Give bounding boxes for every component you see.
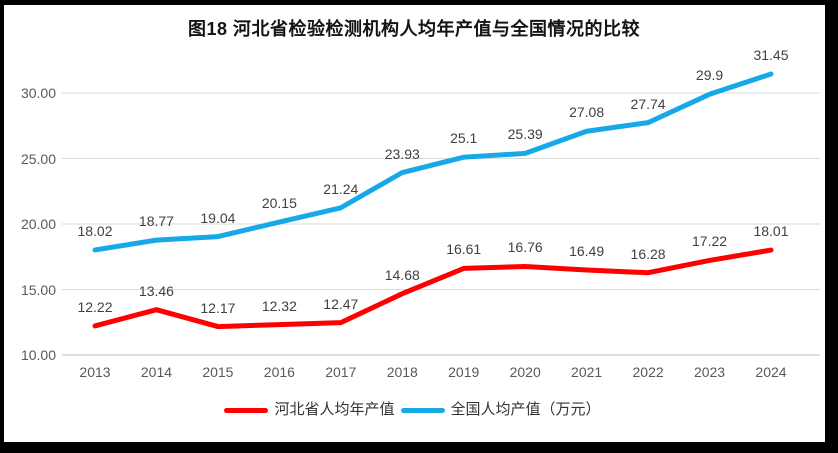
x-axis-tick-label: 2014 (140, 364, 173, 380)
x-axis-tick-label: 2022 (632, 364, 664, 380)
legend-swatch-blue-line-icon (400, 407, 445, 413)
data-label: 18.01 (753, 223, 789, 240)
data-label: 31.45 (753, 47, 789, 63)
x-axis-tick-label: 2020 (509, 364, 541, 380)
data-label: 13.46 (138, 282, 174, 299)
data-label: 27.08 (569, 104, 605, 121)
data-label: 17.22 (692, 233, 728, 250)
x-axis-tick-label: 2021 (571, 364, 603, 380)
x-axis-tick-label: 2024 (755, 364, 787, 380)
data-label: 25.1 (450, 130, 478, 147)
y-axis-tick-label: 15.00 (20, 281, 56, 298)
data-label: 29.9 (695, 67, 724, 84)
legend-item-hebei: 河北省人均年产值 (224, 401, 395, 419)
chart-legend: 河北省人均年产值 全国人均产值（万元） (0, 401, 825, 419)
data-label: 18.02 (77, 222, 113, 239)
data-label: 25.39 (507, 126, 543, 143)
data-label: 18.77 (138, 213, 174, 230)
y-axis-tick-label: 10.00 (20, 347, 56, 363)
legend-item-national: 全国人均产值（万元） (400, 401, 601, 419)
series-line-1 (92, 71, 774, 253)
x-axis-tick-label: 2017 (325, 364, 357, 380)
data-label: 16.49 (569, 242, 605, 259)
data-label: 19.04 (200, 209, 236, 226)
x-axis-tick-label: 2013 (79, 364, 111, 380)
data-label: 16.61 (446, 241, 482, 258)
x-axis-tick-label: 2018 (386, 364, 418, 380)
data-label: 23.93 (384, 145, 420, 162)
frame-border-top (0, 0, 838, 5)
y-axis-tick-label: 20.00 (20, 216, 56, 232)
x-axis-tick-label: 2015 (202, 364, 234, 380)
data-label: 20.15 (261, 195, 297, 212)
chart-title: 图18 河北省检验检测机构人均年产值与全国情况的比较 (187, 19, 641, 39)
data-label: 12.32 (261, 297, 297, 314)
frame-border-bottom (0, 442, 838, 453)
frame-border-left (0, 0, 4, 453)
data-label: 12.17 (200, 299, 236, 316)
data-label: 14.68 (384, 266, 420, 283)
data-label: 21.24 (323, 180, 359, 197)
data-label: 12.22 (77, 298, 113, 315)
series-line-0 (92, 247, 774, 330)
data-label: 16.76 (507, 239, 543, 256)
y-axis-tick-label: 30.00 (20, 85, 56, 101)
legend-label-hebei: 河北省人均年产值 (274, 401, 395, 418)
data-label: 16.28 (630, 245, 666, 262)
x-axis-tick-label: 2019 (448, 364, 480, 380)
y-axis-tick-label: 25.00 (20, 150, 56, 167)
x-axis-tick-label: 2016 (263, 364, 295, 380)
data-label: 27.74 (630, 95, 666, 112)
data-label: 12.47 (323, 295, 359, 312)
legend-label-national: 全国人均产值（万元） (450, 401, 601, 418)
x-axis-tick-label: 2023 (693, 364, 726, 380)
frame-border-right (825, 0, 838, 453)
legend-swatch-red-line-icon (224, 407, 269, 413)
